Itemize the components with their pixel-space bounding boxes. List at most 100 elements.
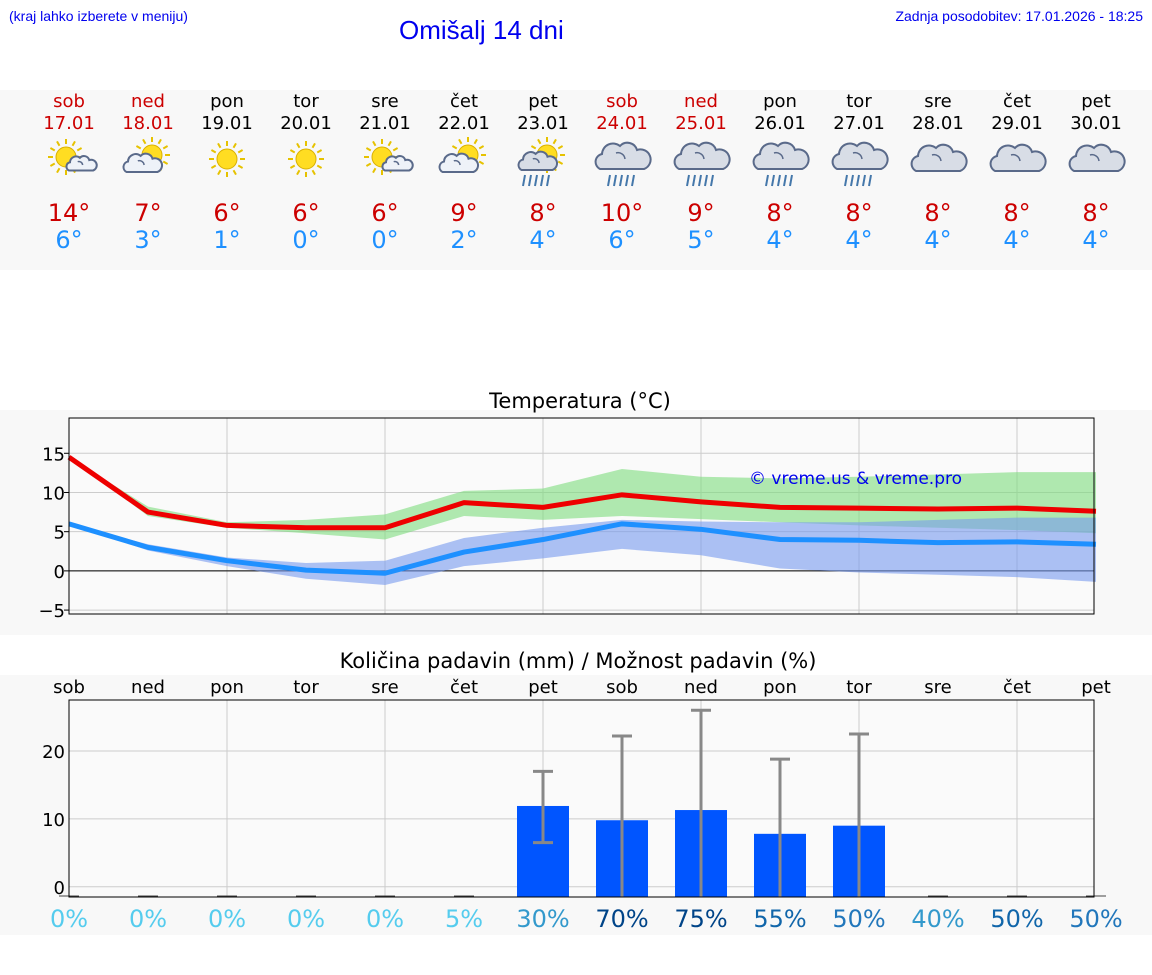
max-temp: 9° <box>687 199 714 227</box>
sun-ray <box>458 138 463 145</box>
sun-ray <box>557 145 564 150</box>
sun-ray <box>537 138 542 145</box>
max-temp: 9° <box>450 199 477 227</box>
day-date: 21.01 <box>359 113 411 134</box>
day-date: 27.01 <box>833 113 885 134</box>
day-label: sre <box>371 677 398 698</box>
sun-ray <box>237 149 244 154</box>
sun-ray <box>478 145 485 150</box>
sun-ray <box>49 147 56 152</box>
day-date: 19.01 <box>201 113 253 134</box>
precip-probability: 50% <box>990 905 1043 933</box>
cloud-icon <box>910 143 968 172</box>
sun-ray <box>142 138 147 145</box>
day-name: sob <box>53 91 85 112</box>
day-date: 17.01 <box>43 113 95 134</box>
day-name: pet <box>1081 91 1111 112</box>
rain-drop <box>631 174 635 187</box>
sun-ray <box>217 169 222 176</box>
day-name: pet <box>528 91 558 112</box>
sun-ray <box>316 164 323 169</box>
min-temp-range <box>69 517 1096 585</box>
rain-drop <box>522 174 526 187</box>
day-name: ned <box>684 91 718 112</box>
max-temp: 8° <box>766 199 793 227</box>
sun-ray <box>232 142 237 149</box>
sun-ray <box>135 145 142 150</box>
min-temp: 4° <box>1003 226 1030 254</box>
sun-ray <box>232 169 237 176</box>
rain-drop <box>710 174 714 187</box>
precip-probability: 0% <box>129 905 167 933</box>
rain-drop <box>686 174 690 187</box>
forecast-band <box>0 90 1152 270</box>
min-temp: 6° <box>55 226 82 254</box>
max-temp: 8° <box>529 199 556 227</box>
max-temp: 8° <box>1082 199 1109 227</box>
rain-drop <box>856 174 860 187</box>
sun-disc <box>295 148 317 170</box>
cloud-shape <box>694 151 705 160</box>
y-tick-label: 5 <box>54 523 65 544</box>
precip-probability: 0% <box>50 905 88 933</box>
day-date: 23.01 <box>517 113 569 134</box>
precip-probability: 70% <box>595 905 648 933</box>
min-temp: 4° <box>766 226 793 254</box>
cloud-shape <box>137 159 145 166</box>
rain-drop <box>698 174 702 187</box>
precip-probability: 0% <box>287 905 325 933</box>
last-updated: Zadnja posodobitev: 17.01.2026 - 18:25 <box>895 8 1143 24</box>
min-temp: 4° <box>924 226 951 254</box>
day-label: pet <box>1081 677 1111 698</box>
cloud-shape <box>453 159 461 166</box>
plot-area <box>69 700 1094 897</box>
sun-ray <box>392 147 399 152</box>
precip-probability: 75% <box>674 905 727 933</box>
rain-drop <box>692 174 696 187</box>
max-temp: 7° <box>134 199 161 227</box>
day-name: sob <box>606 91 638 112</box>
watermark: © vreme.us & vreme.pro <box>749 469 962 489</box>
day-label: ned <box>684 677 718 698</box>
sun-ray <box>157 138 162 145</box>
sun-ray <box>311 169 316 176</box>
day-name: pon <box>763 91 797 112</box>
temperature-chart-title: Temperatura (°C) <box>488 389 671 413</box>
day-date: 30.01 <box>1070 113 1122 134</box>
sun-ray <box>451 145 458 150</box>
rain-drop <box>862 174 866 187</box>
day-label: sob <box>53 677 85 698</box>
sun-ray <box>289 164 296 169</box>
cloud-shape <box>852 151 863 160</box>
sun-ray <box>387 140 392 147</box>
sun-ray <box>289 149 296 154</box>
precip-probability: 0% <box>366 905 404 933</box>
sun-ray <box>372 167 377 174</box>
day-label: tor <box>293 677 319 698</box>
precip-probability: 50% <box>832 905 885 933</box>
sun-ray <box>552 138 557 145</box>
max-temp: 6° <box>213 199 240 227</box>
sun-ray <box>365 162 372 167</box>
min-temp-line <box>68 521 1097 576</box>
min-temp: 0° <box>292 226 319 254</box>
rain-drop <box>546 174 550 187</box>
sun-cloud-icon <box>48 139 98 175</box>
sun-ray <box>316 149 323 154</box>
day-date: 28.01 <box>912 113 964 134</box>
sun-ray <box>56 167 61 174</box>
day-label: čet <box>1003 677 1031 698</box>
precipitation-chart: Količina padavin (mm) / Možnost padavin … <box>42 649 1123 933</box>
sun-ray <box>296 142 301 149</box>
day-label: tor <box>846 677 872 698</box>
min-temp: 2° <box>450 226 477 254</box>
day-date: 25.01 <box>675 113 727 134</box>
max-temp: 6° <box>371 199 398 227</box>
y-tick-label: 10 <box>42 483 65 504</box>
rain-drop <box>528 174 532 187</box>
sun-ray <box>311 142 316 149</box>
max-temp: 10° <box>601 199 644 227</box>
sun-ray <box>473 138 478 145</box>
forecast-strip: sob17.0114°6°ned18.017°3°pon19.016°1°tor… <box>43 91 1126 254</box>
sun-icon <box>288 141 324 177</box>
